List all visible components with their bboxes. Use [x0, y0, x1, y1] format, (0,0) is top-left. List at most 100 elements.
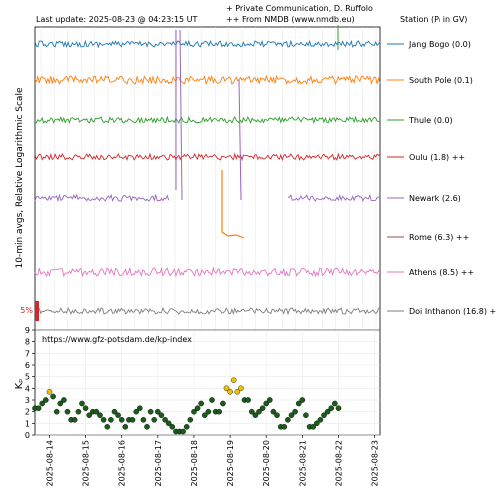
kp-point	[331, 400, 338, 407]
x-tick-label: 2025-08-22	[334, 440, 343, 487]
station-panel	[34, 25, 381, 331]
kp-ylabel: Kₚ	[14, 379, 25, 390]
series-line-7	[34, 306, 381, 316]
kp-point	[256, 408, 262, 415]
scale-bar-label: 5%	[20, 306, 33, 315]
kp-point	[285, 416, 291, 423]
kp-y-tick-label: 6	[25, 361, 30, 370]
legend-label: Thule (0.0)	[408, 116, 453, 125]
x-tick-label: 2025-08-14	[45, 440, 54, 487]
kp-y-tick-label: 0	[25, 431, 30, 440]
kp-point	[274, 412, 280, 419]
kp-point	[299, 397, 306, 403]
x-tick-label: 2025-08-21	[298, 440, 307, 487]
last-update-text: Last update: 2025-08-23 @ 04:23:15 UT	[36, 15, 198, 24]
kp-point	[75, 408, 82, 415]
kp-point	[93, 408, 100, 415]
kp-point	[61, 397, 67, 403]
kp-point	[100, 416, 107, 423]
series-line-1	[34, 74, 381, 86]
kp-point	[187, 416, 194, 423]
series-line-3	[34, 152, 381, 162]
kp-point	[252, 412, 259, 419]
kp-point	[133, 408, 139, 415]
kp-point	[144, 423, 150, 430]
kp-point	[216, 408, 222, 415]
kp-point	[108, 416, 114, 423]
kp-point	[209, 397, 215, 403]
series-line-newark	[34, 193, 170, 203]
kp-point	[43, 397, 49, 403]
kp-point	[201, 412, 208, 419]
kp-point	[129, 416, 136, 423]
scale-bar	[35, 301, 39, 321]
kp-point	[245, 397, 251, 403]
kp-point	[234, 388, 241, 395]
kp-point	[50, 393, 56, 400]
kp-point	[147, 408, 154, 415]
top-ylabel: 10-min avgs, Relative Logarithmic Scale	[15, 87, 25, 268]
kp-point	[303, 412, 309, 419]
kp-point	[158, 412, 165, 419]
legend-label: South Pole (0.1)	[409, 76, 473, 85]
south-pole-excursion	[221, 170, 245, 239]
kp-point	[295, 400, 302, 407]
kp-y-tick-label: 4	[25, 384, 30, 393]
kp-point	[53, 408, 60, 415]
kp-point	[165, 420, 172, 427]
legend-label: Rome (6.3) ++	[409, 233, 469, 242]
kp-y-tick-label: 3	[25, 396, 30, 405]
kp-point	[79, 400, 85, 407]
kp-y-tick-label: 5	[25, 373, 30, 382]
kp-panel: 0 1 2 3 4 5 6 7 8 9 2025-08-14 2025-08-15 2025-08-16…	[25, 326, 381, 487]
series-line-6	[34, 266, 381, 278]
kp-point	[46, 388, 53, 395]
kp-point	[180, 428, 186, 435]
kp-point	[64, 408, 71, 415]
kp-y-tick-label: 1	[25, 419, 30, 428]
kp-point	[154, 408, 161, 415]
x-tick-label: 2025-08-18	[190, 440, 199, 487]
kp-point	[288, 412, 295, 419]
legend-label: Newark (2.6)	[409, 194, 461, 203]
kp-point	[71, 416, 78, 423]
kp-point	[82, 405, 89, 412]
kp-point	[140, 416, 147, 423]
kp-point	[263, 400, 270, 407]
kp-point	[39, 400, 46, 407]
kp-point	[223, 385, 230, 392]
kp-y-tick-label: 8	[25, 338, 30, 347]
kp-point	[227, 388, 233, 395]
series-line-newark	[287, 193, 381, 202]
kp-point	[230, 377, 237, 384]
kp-point	[313, 420, 320, 427]
x-tick-label: 2025-08-20	[262, 440, 271, 487]
newark-spike	[238, 79, 242, 201]
kp-y-tick-label: 7	[25, 349, 30, 358]
newark-spike	[179, 29, 183, 201]
kp-point	[321, 412, 327, 419]
x-tick-label: 2025-08-19	[226, 440, 235, 487]
private-communication-note: + Private Communication, D. Ruffolo	[226, 4, 373, 13]
kp-point	[335, 405, 342, 412]
series-line-0	[34, 39, 381, 49]
legend-label: Jang Bogo (0.0)	[408, 40, 471, 49]
station-header: Station (Pₗ in GV)	[400, 15, 467, 24]
kp-point	[194, 405, 201, 412]
kp-point	[111, 408, 118, 415]
kp-point	[270, 408, 277, 415]
kp-point	[35, 405, 42, 412]
kp-point	[136, 405, 143, 412]
x-tick-label: 2025-08-15	[82, 440, 91, 487]
x-tick-label: 2025-08-17	[154, 440, 163, 487]
kp-point	[317, 416, 324, 423]
kp-point	[118, 416, 125, 423]
kp-point	[310, 423, 317, 430]
kp-point	[205, 408, 212, 415]
nmdb-note: ++ From NMDB (www.nmdb.eu)	[226, 15, 355, 24]
kp-point	[266, 397, 273, 403]
kp-point	[292, 408, 298, 415]
kp-point	[86, 412, 92, 419]
kp-point	[115, 412, 121, 419]
